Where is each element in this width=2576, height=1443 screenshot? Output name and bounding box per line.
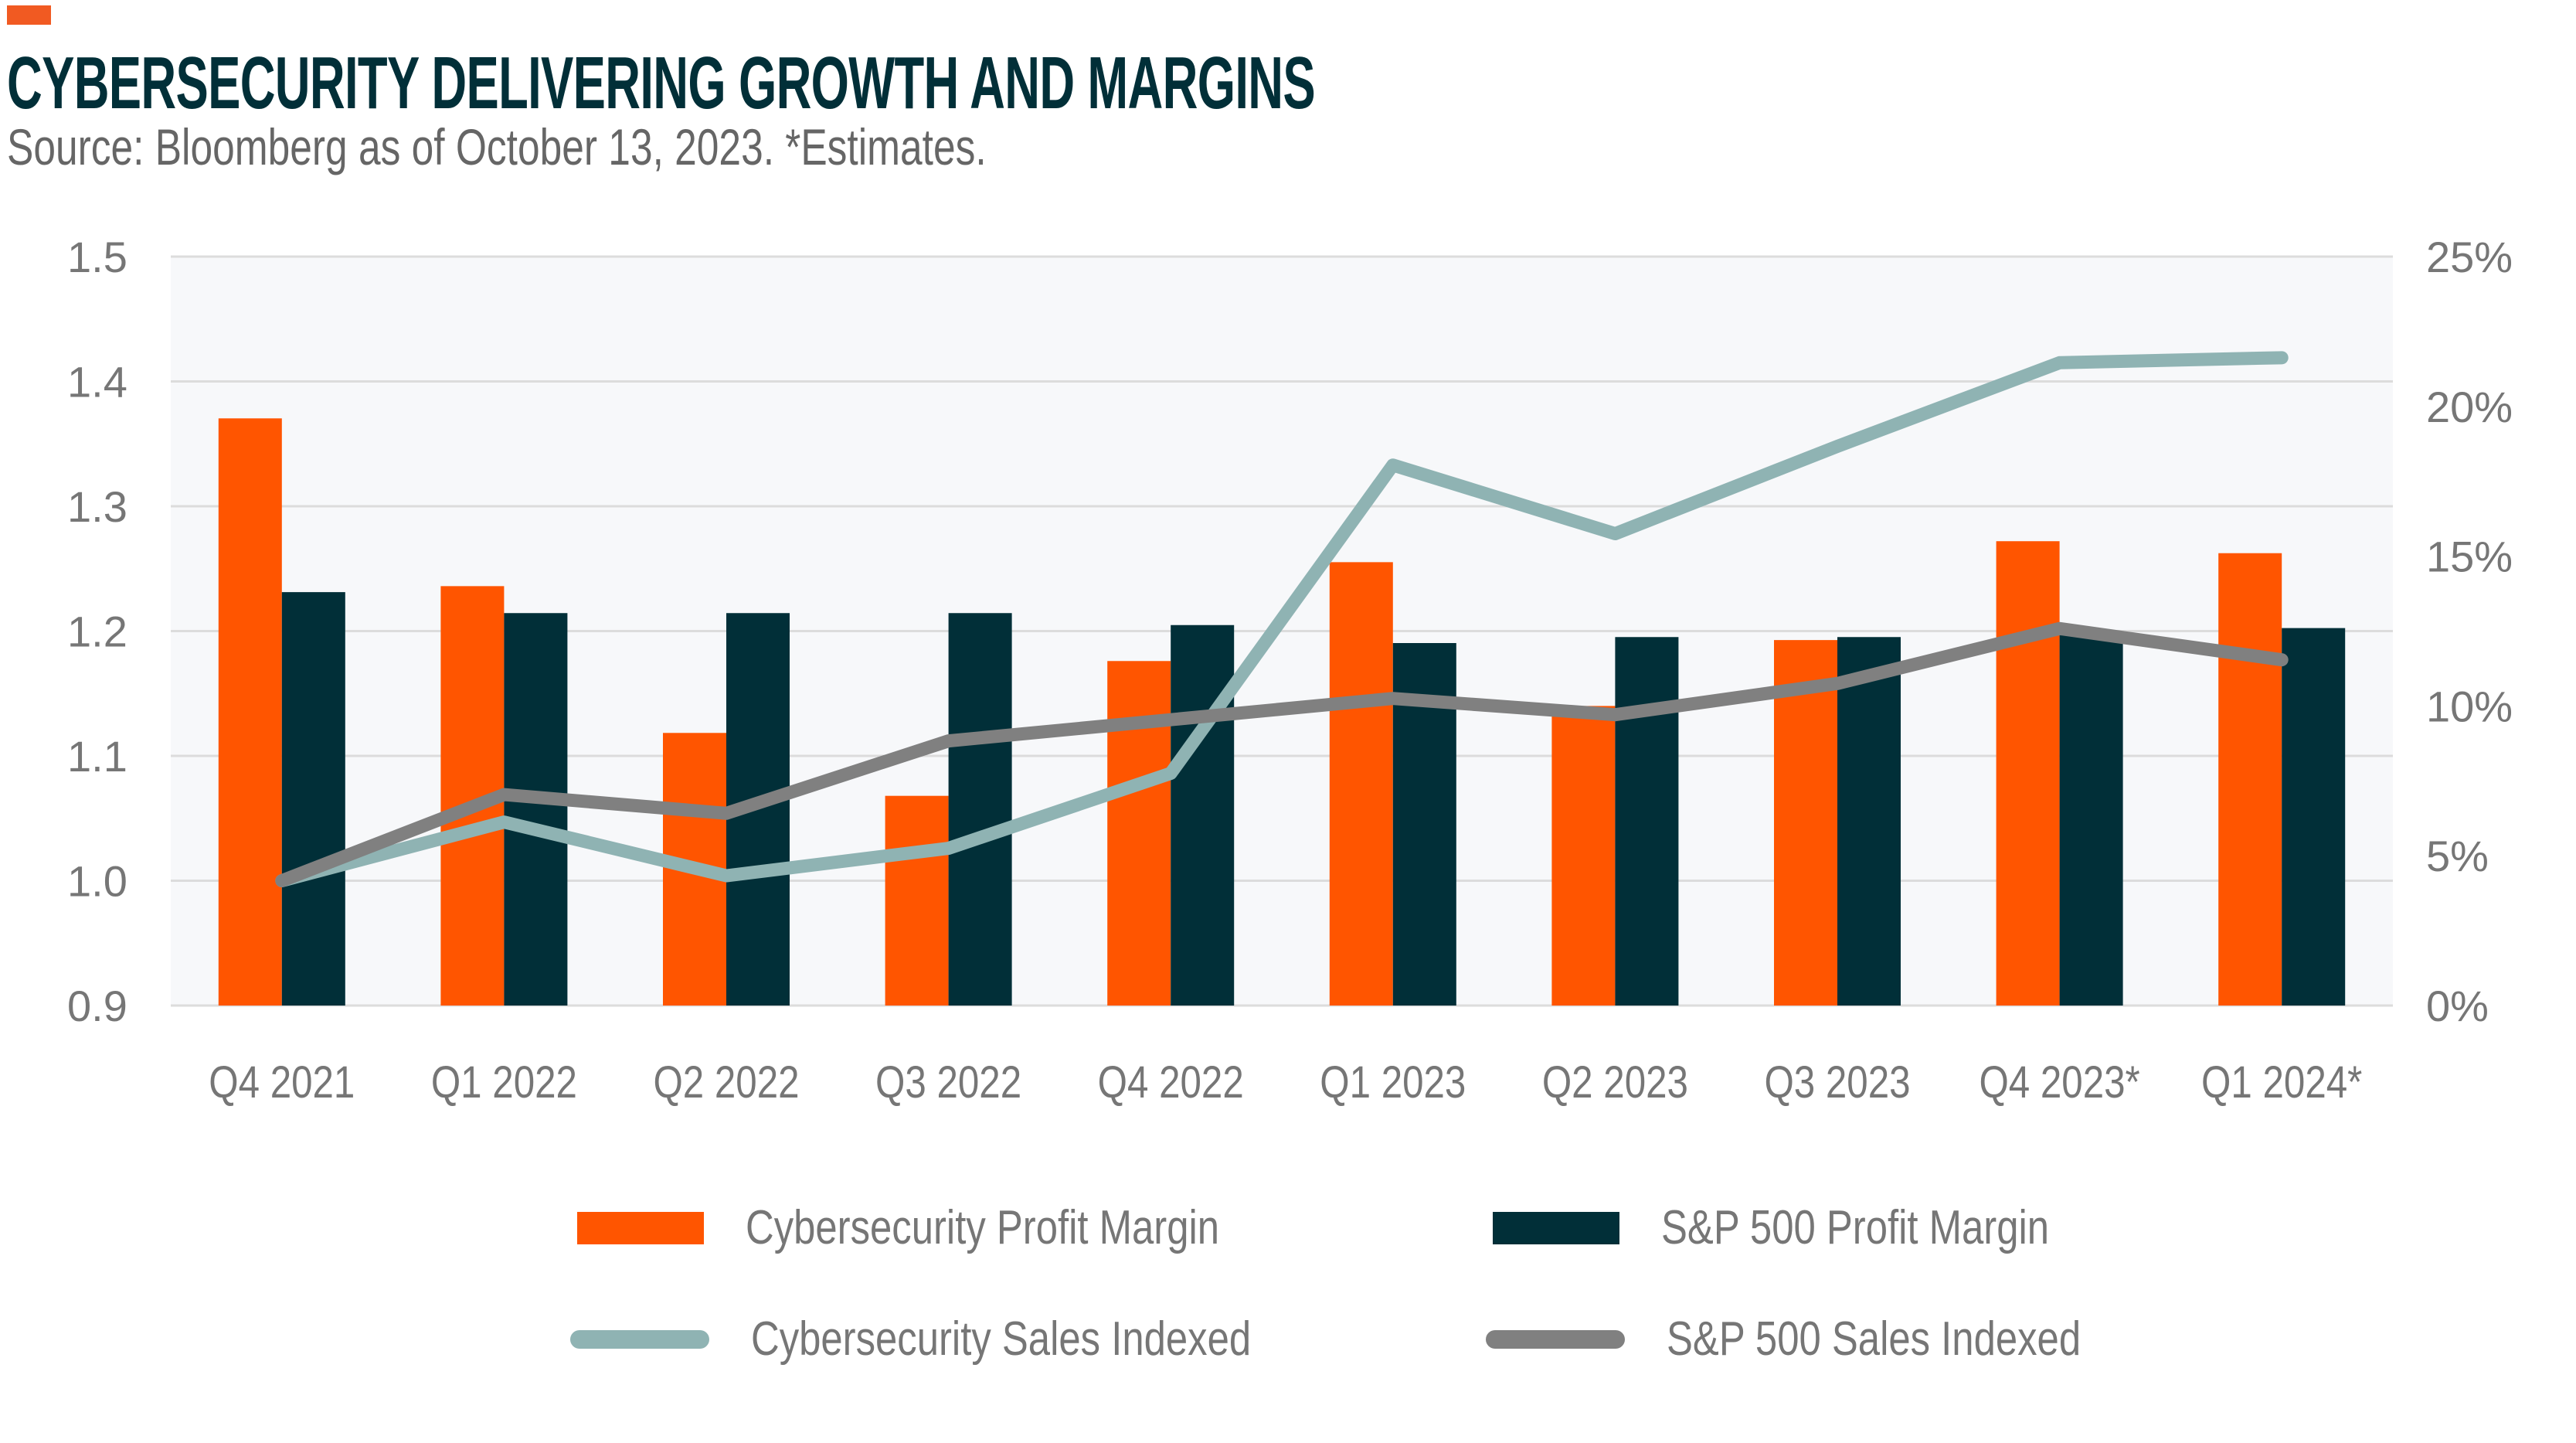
legend-item-sp-margin[interactable]: S&P 500 Profit Margin	[1493, 1200, 2134, 1255]
legend-item-cyber-sales[interactable]: Cybersecurity Sales Indexed	[570, 1312, 1361, 1366]
bar-cyber-margin	[1107, 661, 1171, 1006]
chart-subtitle: Source: Bloomberg as of October 13, 2023…	[7, 118, 987, 175]
left-tick-label: 1.5	[67, 233, 127, 281]
x-tick-label: Q1 2023	[1320, 1057, 1466, 1108]
line-cyber-sales	[275, 351, 2289, 887]
right-tick-label: 0%	[2426, 982, 2489, 1030]
left-tick-label: 1.3	[67, 482, 127, 531]
bar-cyber-margin	[1551, 706, 1616, 1006]
x-tick-label: Q4 2021	[209, 1057, 355, 1108]
bar-sp-margin	[504, 613, 568, 1006]
bar-cyber-margin	[2218, 553, 2282, 1006]
bar-sp-margin	[1171, 625, 1235, 1006]
left-tick-label: 1.1	[67, 732, 127, 781]
legend-swatch-sp-margin	[1493, 1211, 1619, 1244]
x-tick-label: Q4 2022	[1098, 1057, 1244, 1108]
legend-item-sp-sales[interactable]: S&P 500 Sales Indexed	[1486, 1312, 2172, 1366]
x-tick-label: Q1 2024*	[2201, 1057, 2362, 1108]
x-tick-label: Q2 2022	[653, 1057, 799, 1108]
bar-cyber-margin	[885, 795, 949, 1006]
bar-cyber-margin	[1996, 541, 2060, 1006]
x-tick-label: Q2 2023	[1542, 1057, 1688, 1108]
right-tick-label: 10%	[2426, 682, 2513, 730]
legend-item-cyber-margin[interactable]: Cybersecurity Profit Margin	[577, 1200, 1324, 1255]
legend-label: S&P 500 Profit Margin	[1661, 1201, 2050, 1254]
x-axis-ticks: Q4 2021 Q1 2022 Q2 2022 Q3 2022 Q4 2022 Q1 20…	[209, 1057, 2362, 1108]
legend-swatch-sp-sales	[1486, 1329, 1625, 1349]
left-tick-label: 0.9	[67, 982, 127, 1030]
legend-label: Cybersecurity Sales Indexed	[751, 1312, 1252, 1366]
right-tick-label: 20%	[2426, 383, 2513, 431]
x-tick-label: Q3 2022	[875, 1057, 1021, 1108]
left-tick-label: 1.2	[67, 607, 127, 656]
right-tick-label: 5%	[2426, 832, 2489, 880]
legend-swatch-cyber-sales	[570, 1329, 709, 1349]
bar-cyber-margin	[1774, 640, 1837, 1006]
bar-cyber-margin	[1329, 562, 1393, 1006]
bar-cyber-margin	[218, 418, 282, 1006]
legend-swatch-cyber-margin	[577, 1211, 704, 1244]
left-axis-ticks: 0.9 1.0 1.1 1.2 1.3 1.4 1.5	[67, 233, 127, 1030]
right-tick-label: 25%	[2426, 233, 2513, 281]
x-tick-label: Q4 2023*	[1979, 1057, 2139, 1108]
legend-label: S&P 500 Sales Indexed	[1667, 1312, 2082, 1366]
right-axis-ticks: 0% 5% 10% 15% 20% 25%	[2426, 233, 2513, 1030]
legend-label: Cybersecurity Profit Margin	[746, 1201, 1220, 1254]
x-tick-label: Q3 2023	[1764, 1057, 1910, 1108]
x-tick-label: Q1 2022	[431, 1057, 577, 1108]
left-tick-label: 1.0	[67, 857, 127, 906]
bar-sp-margin	[2282, 628, 2346, 1006]
line-sp-sales	[275, 621, 2289, 887]
left-tick-label: 1.4	[67, 358, 127, 407]
right-tick-label: 15%	[2426, 533, 2513, 581]
bar-sp-margin	[1837, 637, 1901, 1006]
bar-sp-margin	[281, 592, 345, 1006]
accent-bar	[7, 5, 51, 25]
chart-title: CYBERSECURITY DELIVERING GROWTH AND MARG…	[7, 42, 1316, 124]
lines	[275, 351, 2289, 887]
bar-sp-margin	[1615, 637, 1679, 1006]
bar-sp-margin	[948, 613, 1012, 1006]
bar-sp-margin	[2059, 634, 2123, 1006]
